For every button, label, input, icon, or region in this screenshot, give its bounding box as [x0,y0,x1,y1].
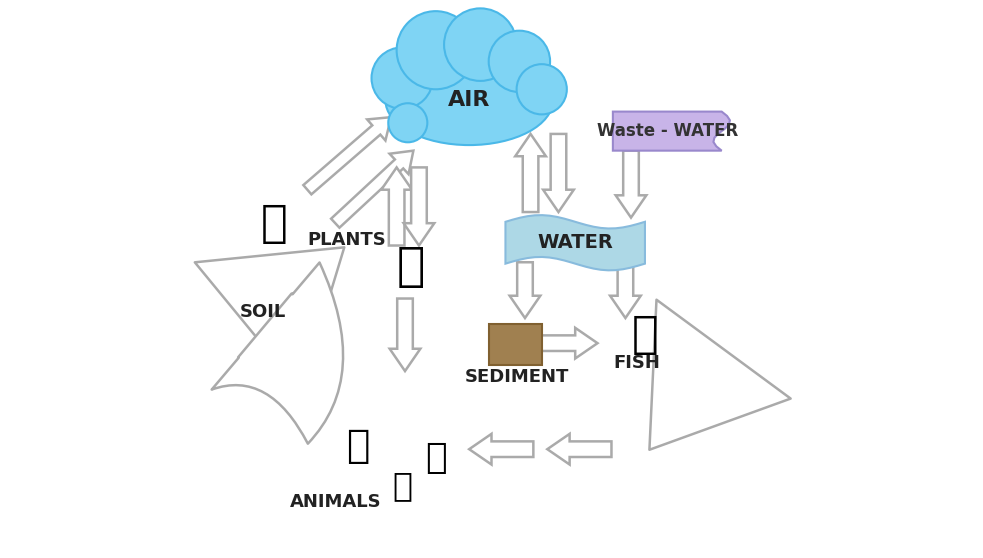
Polygon shape [509,262,541,318]
Polygon shape [610,262,641,318]
Polygon shape [469,434,534,464]
Text: 🐟: 🐟 [631,313,659,357]
Circle shape [444,8,517,81]
Polygon shape [542,328,598,359]
PathPatch shape [612,112,730,151]
Polygon shape [615,151,647,218]
Polygon shape [304,117,391,194]
Circle shape [396,11,475,89]
Circle shape [517,64,567,114]
Polygon shape [404,167,434,246]
Text: PLANTS: PLANTS [307,231,385,249]
Text: 🐄: 🐄 [425,441,446,474]
Circle shape [388,103,428,142]
Polygon shape [389,299,421,371]
Polygon shape [381,167,412,246]
Circle shape [489,31,550,92]
Polygon shape [331,151,414,228]
Circle shape [372,47,433,109]
Text: 🚜: 🚜 [260,201,287,245]
Text: AIR: AIR [448,90,491,110]
Text: WATER: WATER [538,233,613,252]
Text: SEDIMENT: SEDIMENT [464,368,569,386]
Text: 🐷: 🐷 [346,427,370,465]
Polygon shape [515,134,546,212]
Text: FISH: FISH [613,354,660,372]
Polygon shape [544,134,574,212]
FancyBboxPatch shape [489,324,542,365]
Text: Waste - WATER: Waste - WATER [597,122,738,140]
Text: 🐔: 🐔 [392,469,412,502]
Ellipse shape [385,56,552,145]
Text: 🌿: 🌿 [396,246,425,290]
Text: ANIMALS: ANIMALS [289,493,381,511]
PathPatch shape [505,215,645,270]
Text: SOIL: SOIL [240,304,286,321]
Polygon shape [548,434,611,464]
